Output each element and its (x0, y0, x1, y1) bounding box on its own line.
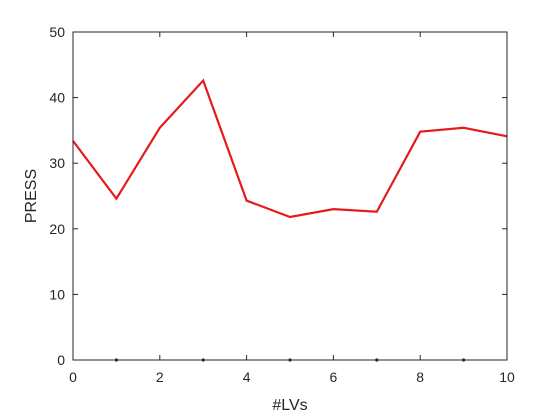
series-group (72, 78, 508, 219)
y-tick-label: 10 (49, 286, 65, 302)
y-tick-label: 0 (57, 352, 65, 368)
y-tick-label: 20 (49, 221, 65, 237)
plot-area (73, 32, 507, 360)
x-tick-label: 4 (243, 369, 251, 385)
x-tick-label: 10 (499, 369, 515, 385)
x-axis-label: #LVs (272, 397, 307, 414)
axes-box (72, 31, 508, 361)
y-tick-label: 30 (49, 155, 65, 171)
x-tick-label: 6 (330, 369, 338, 385)
x-tick-label: 2 (156, 369, 164, 385)
y-axis-label: PRESS (23, 169, 40, 223)
series-line (72, 78, 508, 219)
y-tick-label: 40 (49, 90, 65, 106)
y-axis-ticks: 0 10 20 30 40 50 (49, 24, 507, 368)
x-tick-label: 0 (69, 369, 77, 385)
x-tick-label: 8 (416, 369, 424, 385)
y-tick-label: 50 (49, 24, 65, 40)
